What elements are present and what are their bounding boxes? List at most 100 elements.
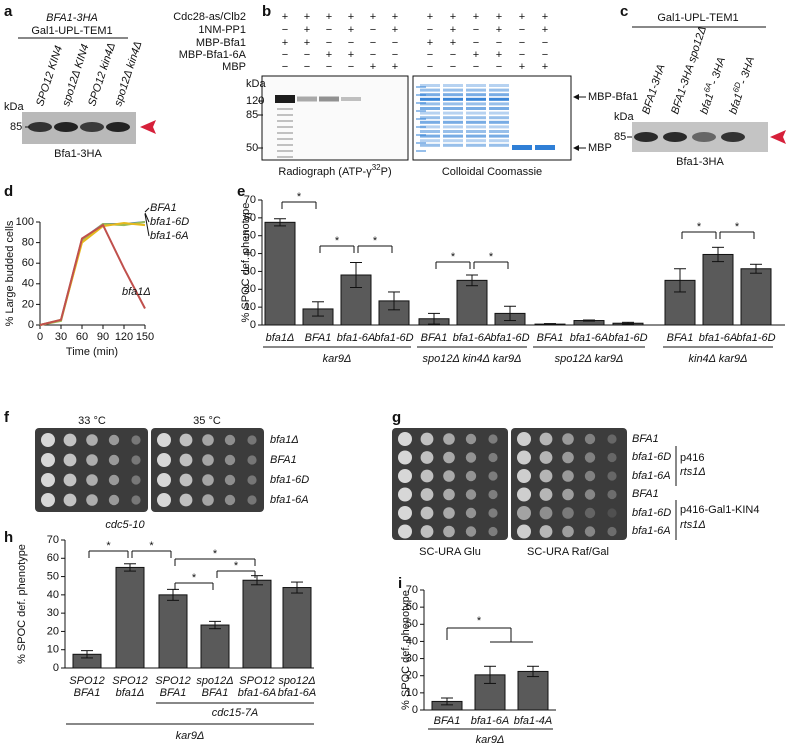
x-tick-label: BFA1 bbox=[74, 687, 101, 699]
spot bbox=[398, 450, 412, 465]
x-tick-label: SPO12 bbox=[112, 675, 147, 687]
spot bbox=[41, 433, 55, 447]
spot bbox=[420, 488, 434, 501]
y-tick-label: 70 bbox=[47, 534, 59, 546]
sign: − bbox=[348, 37, 354, 49]
band bbox=[443, 97, 463, 101]
band bbox=[466, 107, 486, 110]
band bbox=[466, 97, 486, 101]
blot-header: BFA1-3HA bbox=[46, 12, 98, 24]
band bbox=[466, 130, 486, 133]
row-label: bfa1-6A bbox=[270, 494, 309, 506]
band bbox=[512, 145, 532, 150]
sign: + bbox=[473, 11, 479, 23]
band bbox=[443, 143, 463, 147]
sign: + bbox=[348, 49, 354, 61]
spot bbox=[63, 453, 77, 467]
band bbox=[420, 97, 440, 101]
sign: + bbox=[542, 24, 548, 36]
spot bbox=[465, 489, 477, 500]
spot bbox=[562, 470, 574, 482]
bar bbox=[242, 579, 272, 669]
error-bar bbox=[466, 274, 478, 287]
x-tick-label: BFA1 bbox=[667, 332, 694, 344]
error-bar bbox=[124, 563, 136, 572]
y-tick-label: 70 bbox=[244, 194, 256, 206]
band bbox=[466, 134, 486, 138]
sign: − bbox=[370, 49, 376, 61]
spot bbox=[420, 506, 434, 520]
band bbox=[489, 102, 509, 106]
spot bbox=[562, 433, 574, 445]
spot bbox=[202, 434, 214, 446]
sign: + bbox=[326, 49, 332, 61]
spot bbox=[398, 524, 412, 539]
blot-caption: Bfa1-3HA bbox=[54, 148, 102, 160]
error-bar bbox=[312, 301, 324, 317]
bar bbox=[200, 624, 230, 669]
x-tick-label: bfa1Δ bbox=[116, 687, 145, 699]
spot bbox=[584, 489, 596, 500]
x-tick-label: BFA1 bbox=[434, 715, 461, 727]
superscript: 32 bbox=[372, 163, 381, 172]
significance-label: * bbox=[451, 251, 456, 263]
band bbox=[420, 84, 440, 87]
row-label: bfa1-6D bbox=[632, 507, 671, 519]
ladder bbox=[416, 142, 426, 144]
text-part: Radiograph (ATP-γ bbox=[278, 166, 372, 178]
spot bbox=[179, 493, 193, 507]
leader bbox=[144, 207, 150, 213]
significance-label: * bbox=[373, 235, 378, 247]
spot bbox=[420, 469, 434, 483]
series-label: bfa1-6D bbox=[150, 216, 189, 228]
y-tick-label: 100 bbox=[16, 216, 34, 228]
spot bbox=[86, 474, 98, 486]
spot bbox=[539, 525, 553, 538]
error-bar bbox=[622, 321, 634, 325]
x-tick-label: bfa1-6A bbox=[337, 332, 376, 344]
spot bbox=[224, 474, 236, 486]
spot bbox=[420, 451, 434, 464]
panel-letter: c bbox=[620, 3, 628, 20]
x-tick-label: bfa1-6D bbox=[374, 332, 413, 344]
kda-label: kDa bbox=[246, 78, 266, 90]
spot bbox=[607, 526, 617, 537]
band bbox=[443, 107, 463, 110]
sign: + bbox=[326, 11, 332, 23]
band bbox=[420, 130, 440, 133]
significance-label: * bbox=[697, 221, 702, 233]
spot bbox=[131, 495, 141, 505]
spot bbox=[443, 470, 455, 482]
band bbox=[466, 111, 486, 115]
sign: + bbox=[542, 11, 548, 23]
spot bbox=[41, 453, 55, 467]
x-tick-label: BFA1 bbox=[202, 687, 229, 699]
band bbox=[420, 143, 440, 147]
x-tick-label: spo12Δ bbox=[196, 675, 233, 687]
sign: + bbox=[496, 24, 502, 36]
leader bbox=[144, 213, 150, 237]
row-label: BFA1 bbox=[632, 433, 659, 445]
spot bbox=[420, 525, 434, 538]
plasmid-label: p416-Gal1-KIN4 bbox=[680, 504, 760, 516]
band bbox=[54, 122, 78, 132]
x-tick-label: spo12Δ bbox=[278, 675, 315, 687]
sign: − bbox=[370, 24, 376, 36]
spot bbox=[517, 524, 531, 539]
x-axis-label: Time (min) bbox=[66, 346, 118, 358]
row-label: bfa1-6D bbox=[270, 474, 309, 486]
blot-header: Gal1-UPL-TEM1 bbox=[31, 25, 112, 37]
sign: − bbox=[473, 61, 479, 73]
band bbox=[443, 84, 463, 87]
error-bar bbox=[504, 305, 516, 322]
spot bbox=[131, 475, 141, 485]
bar bbox=[456, 279, 488, 326]
x-tick-label: 60 bbox=[76, 331, 88, 343]
panel-letter: i bbox=[398, 575, 402, 592]
sign: − bbox=[519, 49, 525, 61]
band bbox=[466, 93, 486, 97]
plate-caption: SC-URA Glu bbox=[419, 546, 481, 558]
band bbox=[466, 125, 486, 129]
band bbox=[28, 122, 52, 132]
